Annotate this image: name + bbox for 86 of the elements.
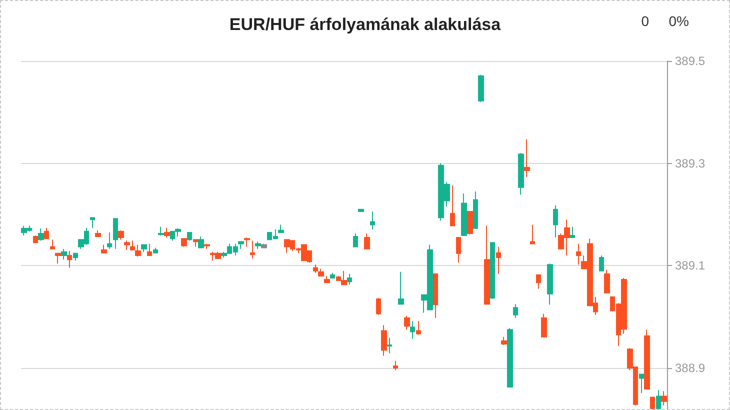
candlestick (193, 239, 198, 248)
candlestick (318, 268, 324, 276)
candlestick (599, 254, 604, 272)
candlestick (255, 241, 261, 250)
candlestick (330, 272, 335, 279)
candlestick (130, 240, 135, 250)
candlestick (67, 250, 72, 268)
candlestick (536, 274, 541, 290)
candlestick (661, 390, 667, 406)
candlestick (347, 273, 352, 286)
candlestick (118, 230, 124, 240)
candlestick (576, 243, 581, 266)
candlestick (187, 232, 192, 242)
candlestick (50, 239, 55, 250)
candlestick (73, 252, 78, 262)
candlestick (38, 228, 44, 242)
candlestick (198, 236, 204, 248)
candlestick (467, 210, 473, 235)
candlestick (553, 204, 558, 238)
candlestick (501, 336, 507, 346)
candlestick (261, 243, 267, 248)
candlestick (484, 225, 490, 305)
candlestick (513, 304, 518, 318)
candlestick (570, 226, 575, 238)
candlestick (381, 324, 387, 356)
candlestick (181, 238, 187, 248)
candlestick (650, 396, 655, 409)
candlestick (107, 232, 112, 250)
candlestick (416, 320, 421, 336)
candlestick (393, 360, 398, 371)
candlestick (164, 227, 170, 238)
candlestick (324, 275, 330, 284)
candlestick (547, 263, 553, 306)
candlestick (518, 152, 524, 196)
candlestick (95, 230, 101, 238)
candlestick (541, 313, 547, 338)
candlestick (604, 269, 610, 294)
candlestick (55, 252, 61, 264)
candlestick (370, 210, 375, 230)
candlestick (450, 184, 455, 226)
candlestick (639, 374, 644, 394)
candlestick (44, 227, 49, 240)
candlestick (507, 328, 513, 388)
candlestick (353, 232, 358, 248)
candlestick (404, 315, 410, 330)
candlestick (204, 243, 210, 250)
candlestick (461, 193, 467, 236)
y-tick-label: 389.3 (675, 156, 706, 170)
candlestick (313, 264, 318, 274)
candlestick (456, 237, 461, 264)
candlestick (358, 208, 364, 212)
candlestick (644, 329, 650, 390)
candlestick (153, 247, 158, 254)
candlestick (158, 226, 164, 236)
candlestick (141, 244, 147, 252)
candlestick (238, 241, 244, 250)
candlestick (364, 232, 370, 250)
candlestick (33, 235, 38, 244)
candlestick (473, 191, 478, 229)
candlestick (433, 273, 438, 318)
candlestick (90, 217, 95, 228)
y-tick-label: 389.5 (675, 54, 706, 68)
candlestick (387, 337, 392, 354)
candlestick (124, 240, 130, 250)
candlestick (524, 138, 530, 178)
candlestick (478, 74, 484, 102)
chart-title: EUR/HUF árfolyamának alakulása (229, 15, 502, 34)
candlestick (376, 297, 381, 316)
candlestick (656, 390, 661, 409)
candlestick (530, 224, 535, 244)
candlestick (250, 240, 255, 260)
candlestick (135, 244, 141, 257)
text: 0% (668, 13, 689, 29)
candlestick (398, 271, 404, 306)
candlestick (147, 243, 152, 256)
candlestick (113, 218, 118, 250)
candlestick (101, 244, 107, 254)
candlestick (490, 242, 495, 300)
candlestick (410, 320, 415, 340)
y-tick-label: 389.1 (675, 258, 706, 273)
candlestick (61, 248, 67, 260)
candlestick (244, 237, 250, 248)
y-tick-label: 388.9 (675, 361, 706, 376)
candlestick (278, 224, 284, 233)
candlestick (496, 246, 501, 274)
text: 0 (641, 13, 650, 29)
